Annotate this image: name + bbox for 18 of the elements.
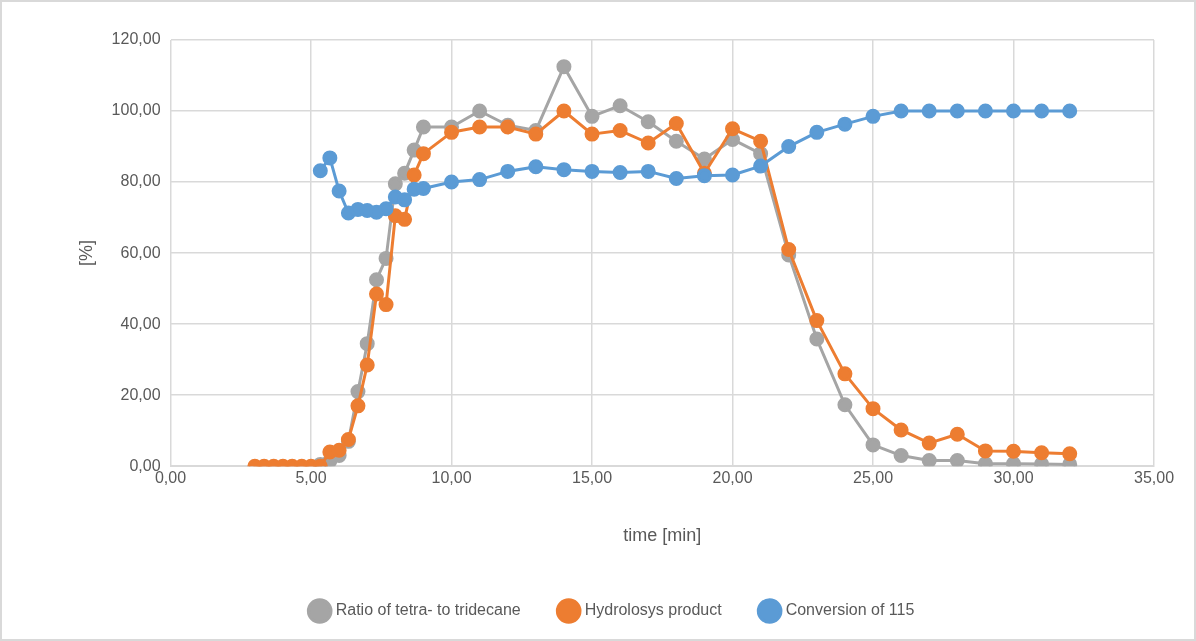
y-tick-label: 80,00 — [120, 172, 161, 190]
y-tick-label: 40,00 — [120, 314, 161, 332]
y-tick-label: 120,00 — [111, 30, 161, 48]
x-axis-title: time [min] — [623, 525, 702, 546]
y-tick-label: 20,00 — [120, 385, 161, 403]
x-tick-label: 15,00 — [572, 469, 613, 487]
legend-label: Hydrolosys product — [584, 601, 723, 619]
x-tick-label: 30,00 — [993, 469, 1034, 487]
x-tick-label: 25,00 — [852, 469, 894, 487]
x-tick-label: 10,00 — [431, 469, 472, 487]
legend-label: Conversion of 115 — [785, 601, 915, 619]
x-tick-label: 5,00 — [295, 469, 327, 487]
legend-label: Ratio of tetra- to tridecane — [335, 601, 521, 619]
x-tick-label: 35,00 — [1133, 469, 1175, 487]
x-tick-label: 20,00 — [712, 469, 753, 487]
y-tick-label: 60,00 — [120, 243, 161, 261]
y-axis-title: [%] — [75, 240, 96, 267]
y-tick-label: 100,00 — [111, 101, 161, 119]
